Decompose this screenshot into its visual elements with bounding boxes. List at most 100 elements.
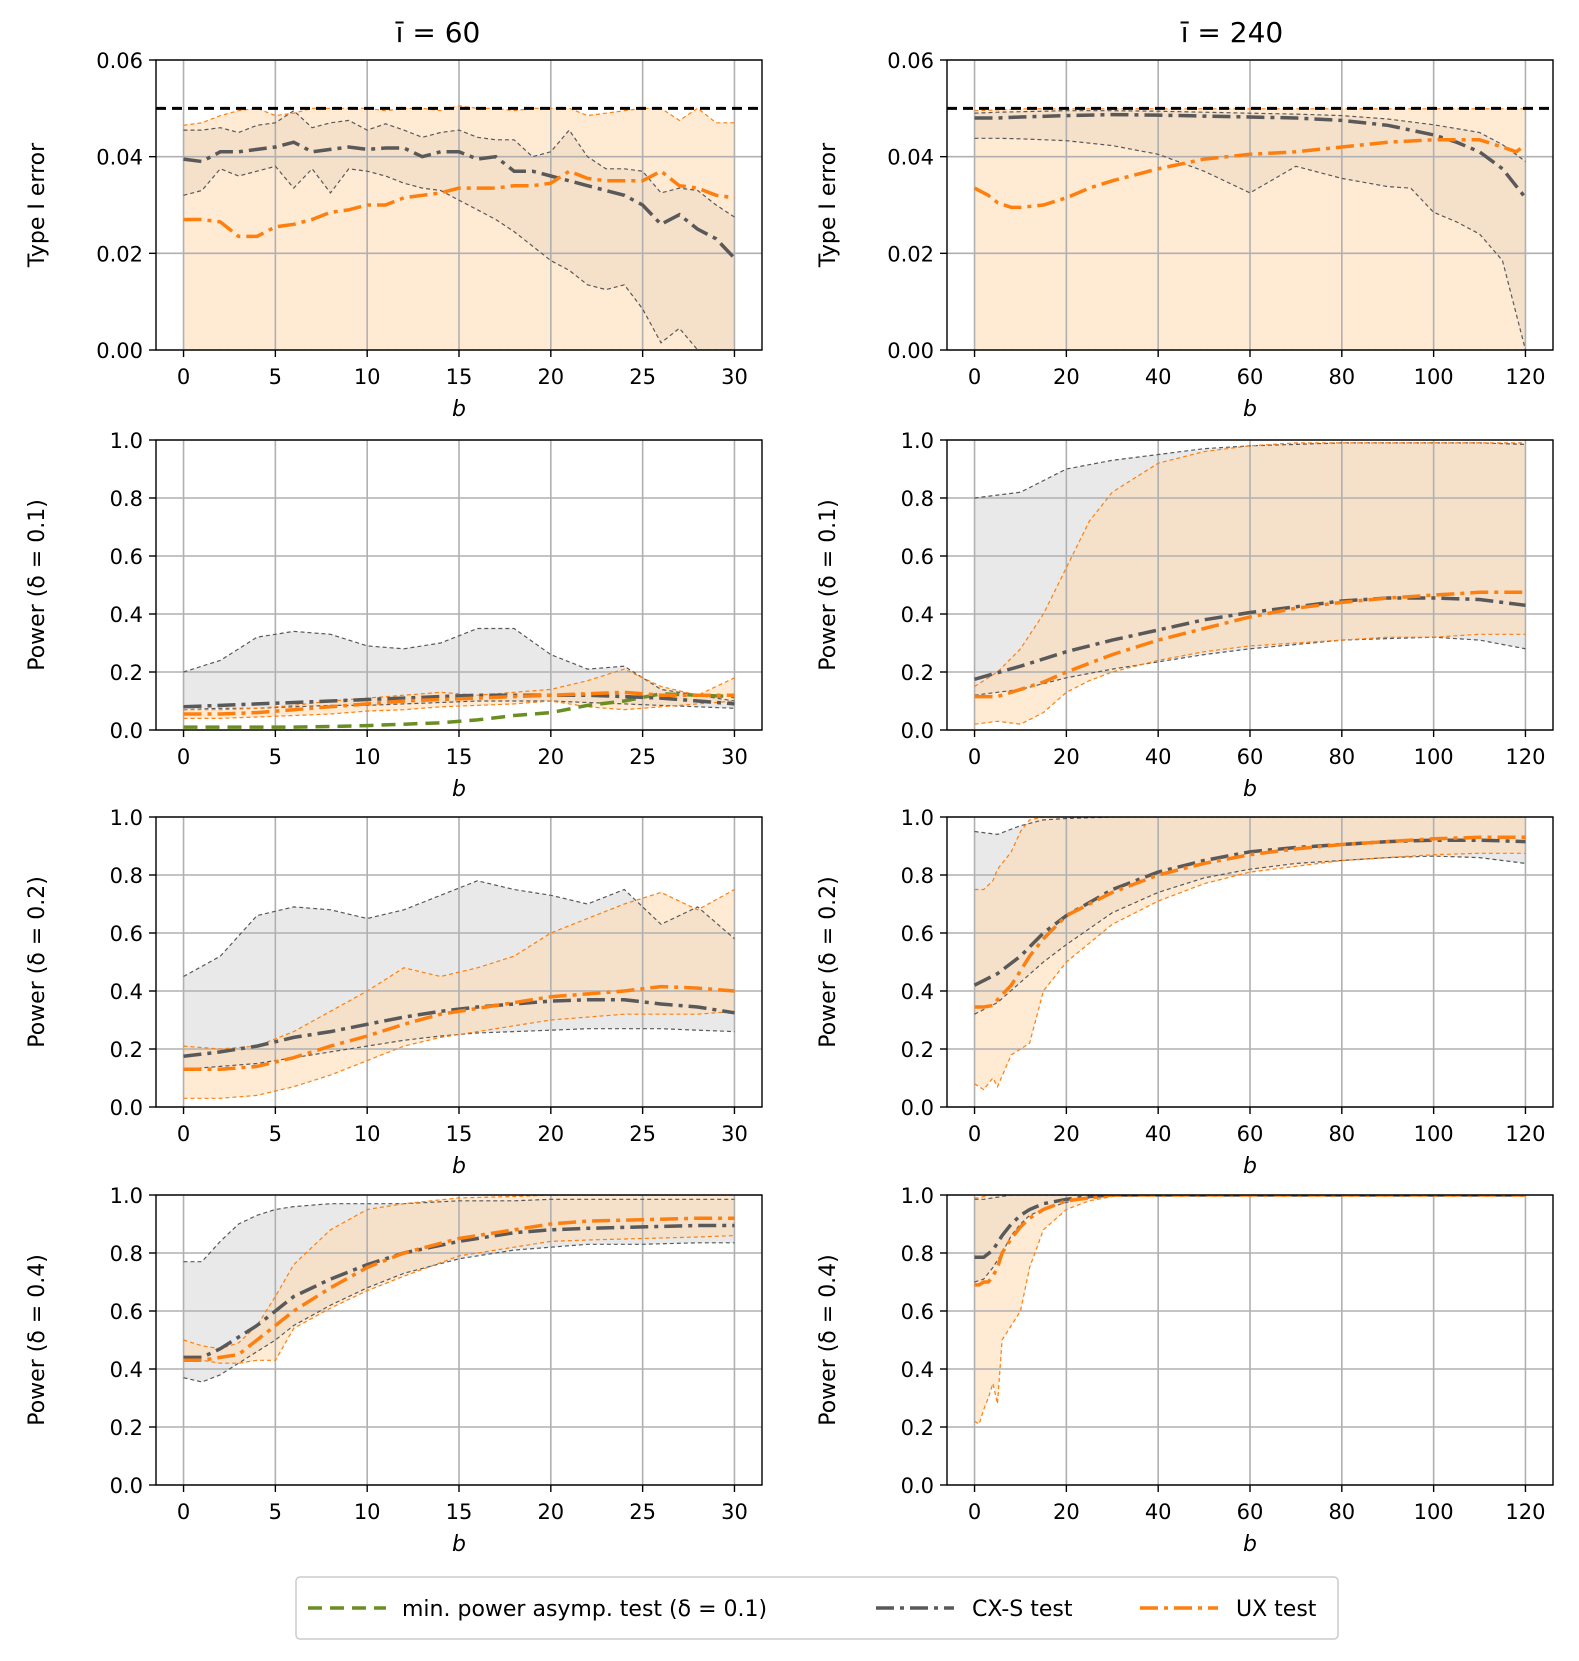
cx-series-line: [974, 1195, 1526, 1260]
x-tick-label: 20: [1053, 365, 1080, 389]
y-tick-label: 0.4: [901, 603, 934, 627]
y-axis-label: Power (δ = 0.1): [25, 499, 50, 671]
x-tick-label: 80: [1328, 1122, 1355, 1146]
y-axis-label: Power (δ = 0.2): [25, 876, 50, 1048]
y-tick-label: 0.6: [110, 1300, 143, 1324]
x-tick-label: 30: [721, 1122, 748, 1146]
y-tick-label: 0.0: [901, 1474, 934, 1498]
panel-power04-i60: 0 5 10 15 20 25 30 0.0 0.2 0.4 0.6 0.8 1.0 b Power (δ …: [25, 1184, 763, 1557]
cx-series-line: [183, 140, 736, 260]
x-tick-label: 30: [721, 1500, 748, 1524]
ux-band-upper: [183, 105, 735, 126]
y-tick-label: 0.0: [110, 1096, 143, 1120]
x-tick-label: 20: [537, 1500, 564, 1524]
x-tick-label: 40: [1145, 1122, 1172, 1146]
x-tick-label: 15: [446, 1122, 473, 1146]
ux-series-line: [183, 690, 735, 716]
x-tick-label: 10: [354, 365, 381, 389]
y-tick-label: 0.02: [887, 242, 934, 266]
x-tick-label: 25: [629, 1500, 656, 1524]
y-tick-label: 0.8: [901, 1242, 934, 1266]
x-tick-label: 0: [177, 1500, 190, 1524]
ux-series-line: [183, 169, 735, 239]
ux-band-upper: [974, 442, 1526, 688]
lines: [947, 106, 1553, 350]
y-tick-label: 0.02: [96, 242, 143, 266]
x-tick-label: 15: [446, 745, 473, 769]
y-tick-label: 0.4: [901, 980, 934, 1004]
ux-band-upper: [183, 668, 735, 711]
y-tick-label: 0.2: [901, 661, 934, 685]
x-tick-label: 25: [629, 745, 656, 769]
legend-frame: [295, 1576, 1339, 1640]
x-tick-label: 20: [537, 365, 564, 389]
x-tick-label: 0: [177, 745, 190, 769]
x-tick-label: 10: [354, 1500, 381, 1524]
y-tick-label: 0.8: [110, 487, 143, 511]
y-tick-label: 0.4: [110, 603, 143, 627]
y-tick-label: 0.00: [887, 339, 934, 363]
cx-band-lower: [974, 1195, 1526, 1283]
lines: [973, 817, 1526, 1091]
y-tick-label: 0.8: [901, 864, 934, 888]
cx-series-line: [183, 693, 735, 709]
ux-band: [183, 1195, 735, 1364]
x-tick-label: 5: [269, 745, 282, 769]
ux-band-lower: [183, 1010, 735, 1099]
x-tick-label: 120: [1505, 1500, 1545, 1524]
x-axis-label: b: [1243, 777, 1257, 802]
x-tick-label: 20: [537, 745, 564, 769]
y-tick-label: 0.2: [110, 1416, 143, 1440]
legend-ux-label: UX test: [1236, 1597, 1317, 1622]
y-tick-label: 0.2: [110, 1038, 143, 1062]
y-tick-label: 0.4: [110, 1358, 143, 1382]
y-axis-label: Power (δ = 0.4): [816, 1254, 841, 1426]
x-tick-label: 60: [1237, 1122, 1264, 1146]
cx-band-lower: [974, 137, 1527, 350]
cx-band-lower: [183, 700, 735, 711]
x-tick-label: 10: [354, 745, 381, 769]
x-tick-label: 20: [1053, 1122, 1080, 1146]
cx-band-lower: [974, 855, 1526, 1015]
x-tick-label: 80: [1328, 365, 1355, 389]
legend-cx-label: CX-S test: [972, 1597, 1073, 1622]
ux-band-upper: [183, 888, 735, 1050]
x-tick-label: 40: [1145, 1500, 1172, 1524]
y-tick-label: 0.6: [901, 922, 934, 946]
x-tick-label: 60: [1237, 745, 1264, 769]
x-tick-label: 25: [629, 1122, 656, 1146]
y-tick-label: 0.6: [901, 545, 934, 569]
cx-band-upper: [974, 110, 1526, 162]
x-tick-label: 5: [269, 1122, 282, 1146]
y-tick-label: 0.2: [901, 1038, 934, 1062]
x-tick-label: 100: [1414, 1500, 1454, 1524]
column-title-i240: ī = 240: [1180, 16, 1283, 49]
ux-band-upper: [183, 1195, 735, 1350]
x-tick-label: 0: [968, 1500, 981, 1524]
x-tick-label: 20: [537, 1122, 564, 1146]
y-axis-label: Power (δ = 0.1): [816, 499, 841, 671]
ux-series-line: [183, 1216, 735, 1363]
ux-series-line: [974, 1195, 1526, 1287]
asym-series-line: [183, 692, 735, 729]
cx-band-upper: [974, 1195, 1526, 1200]
legend-asym-label: min. power asymp. test (δ = 0.1): [402, 1597, 767, 1622]
x-tick-label: 80: [1328, 1500, 1355, 1524]
y-tick-label: 0.6: [110, 922, 143, 946]
ux-band-lower: [974, 852, 1526, 1091]
x-tick-label: 100: [1414, 365, 1454, 389]
y-tick-label: 1.0: [110, 429, 143, 453]
cx-band-upper: [974, 442, 1526, 499]
cx-band-upper: [183, 880, 735, 978]
x-tick-label: 120: [1505, 1122, 1545, 1146]
x-tick-label: 80: [1328, 745, 1355, 769]
ux-series-line: [974, 590, 1526, 699]
ux-band: [974, 1195, 1526, 1425]
ux-series-line: [973, 138, 1527, 210]
bands: [974, 1195, 1526, 1425]
y-tick-label: 0.4: [901, 1358, 934, 1382]
cx-band-upper: [183, 627, 735, 702]
x-tick-label: 120: [1505, 365, 1545, 389]
y-tick-label: 0.8: [110, 864, 143, 888]
